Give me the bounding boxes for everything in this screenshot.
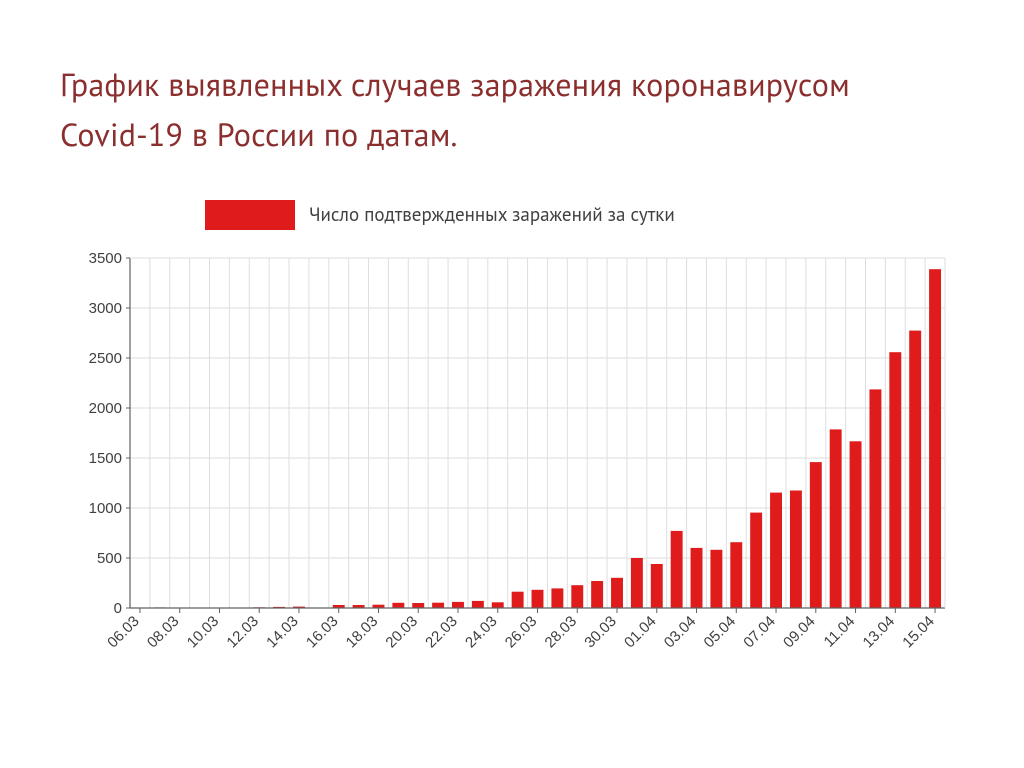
svg-text:12.03: 12.03 [223,613,262,652]
bar [710,550,722,608]
bar [571,585,583,608]
bar [492,602,504,608]
svg-text:14.03: 14.03 [263,613,302,652]
svg-text:13.04: 13.04 [860,613,899,652]
bar [750,513,762,608]
svg-text:20.03: 20.03 [382,613,421,652]
svg-text:22.03: 22.03 [422,613,461,652]
svg-text:07.04: 07.04 [740,613,779,652]
svg-text:2000: 2000 [89,400,122,417]
bar [810,462,822,608]
chart-svg: 0 500 1000 1500 2000 2500 3000 3500 06.0308.0310… [60,248,960,698]
bar [869,389,881,608]
bar [671,531,683,608]
svg-text:0: 0 [114,600,122,617]
svg-text:26.03: 26.03 [502,613,541,652]
bar [452,602,464,608]
svg-text:11.04: 11.04 [821,613,859,651]
bar [929,269,941,608]
svg-text:3500: 3500 [89,250,122,267]
bar [591,581,603,608]
bar [790,491,802,609]
bar [432,603,444,608]
svg-text:30.03: 30.03 [581,613,620,652]
chart-legend: Число подтвержденных заражений за сутки [205,200,675,230]
title-line-2: Covid-19 в России по датам. [60,113,458,155]
bar [532,590,544,608]
svg-text:15.04: 15.04 [899,613,938,652]
bar [730,542,742,608]
bar [909,331,921,608]
svg-text:01.04: 01.04 [621,613,660,652]
bar-chart: 0 500 1000 1500 2000 2500 3000 3500 06.0308.0310… [60,248,960,698]
svg-text:08.03: 08.03 [144,613,183,652]
bar [412,603,424,608]
svg-text:10.03: 10.03 [184,613,223,652]
chart-title: График выявленных случаев заражения коро… [60,60,940,159]
bar [512,592,524,608]
svg-text:18.03: 18.03 [343,613,382,652]
bar [611,578,623,608]
bar [770,493,782,608]
bar [691,548,703,608]
svg-text:06.03: 06.03 [104,613,143,652]
svg-text:500: 500 [97,550,122,567]
bar [472,601,484,608]
svg-text:3000: 3000 [89,300,122,317]
svg-text:05.04: 05.04 [701,613,740,652]
bar [889,352,901,608]
bar [830,429,842,608]
svg-text:1000: 1000 [89,500,122,517]
legend-swatch [205,200,295,230]
bar [551,588,563,608]
svg-text:16.03: 16.03 [303,613,342,652]
svg-text:09.04: 09.04 [780,613,819,652]
bar [850,441,862,608]
svg-text:1500: 1500 [89,450,122,467]
svg-text:24.03: 24.03 [462,613,501,652]
svg-text:28.03: 28.03 [542,613,581,652]
legend-label: Число подтвержденных заражений за сутки [309,203,675,227]
svg-text:03.04: 03.04 [661,613,700,652]
bar [392,603,404,608]
svg-text:2500: 2500 [89,350,122,367]
title-line-1: График выявленных случаев заражения коро… [60,63,850,105]
bar [631,558,643,608]
bar [651,564,663,608]
